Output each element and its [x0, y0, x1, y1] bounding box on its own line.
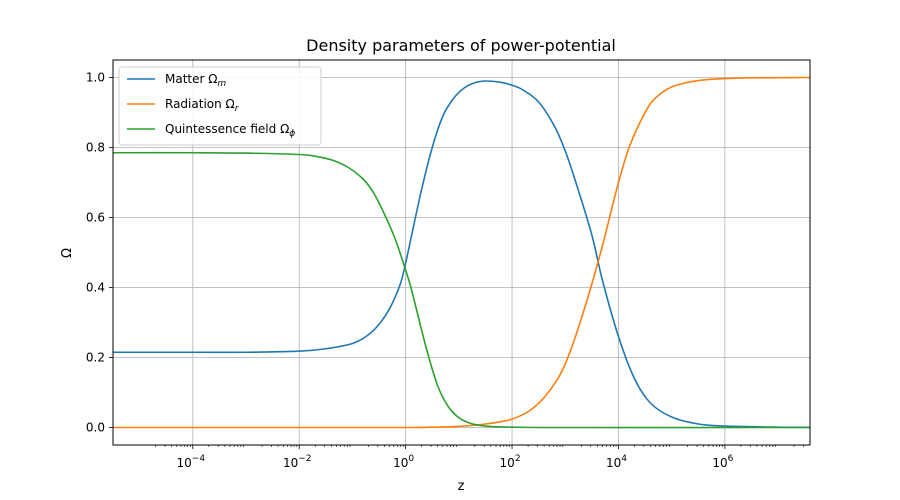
chart-title: Density parameters of power-potential	[306, 36, 616, 55]
y-tick-label: 0.4	[86, 281, 105, 295]
legend: Matter Ωm Radiation Ωr Quintessence field …	[118, 66, 322, 146]
x-tick-label: 100	[393, 454, 414, 470]
y-tick-label: 0.2	[86, 351, 105, 365]
axis-ticks: 10−4 10−2 100 102 104 106 0.0 0.2 0.4 0.6 0.8 1.0	[86, 71, 804, 470]
y-tick-label: 1.0	[86, 71, 105, 85]
x-tick-label: 106	[712, 454, 733, 470]
x-tick-label: 104	[606, 454, 627, 470]
legend-label-2: Quintessence field Ωϕ	[165, 122, 295, 139]
y-tick-label: 0.8	[86, 141, 105, 155]
axes-frame	[112, 59, 811, 446]
legend-label-0: Matter Ωm	[165, 72, 226, 89]
x-tick-label: 10−2	[283, 454, 312, 470]
x-tick-label: 10−4	[177, 454, 206, 470]
series-line-0	[113, 80, 811, 429]
series-line-1	[113, 76, 811, 429]
legend-box	[118, 66, 322, 146]
x-tick-label: 102	[500, 454, 521, 470]
series-line-2	[112, 151, 811, 429]
x-axis-label: z	[458, 479, 465, 494]
y-axis-label: Ω	[60, 248, 75, 258]
y-tick-label: 0.0	[86, 421, 105, 435]
y-tick-label: 0.6	[86, 211, 105, 225]
series-lines	[112, 76, 811, 429]
legend-label-1: Radiation Ωr	[165, 97, 240, 114]
